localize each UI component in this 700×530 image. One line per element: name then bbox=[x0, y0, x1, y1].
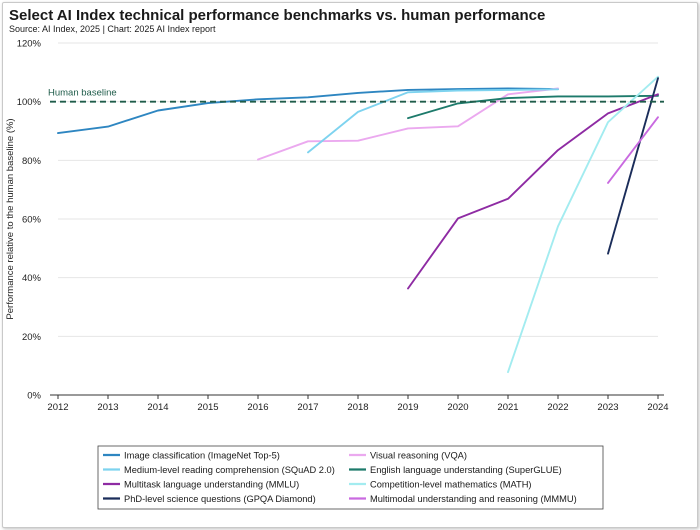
y-tick-label: 40% bbox=[22, 273, 42, 284]
x-tick-label: 2020 bbox=[447, 402, 468, 413]
x-tick-label: 2019 bbox=[397, 402, 418, 413]
legend-label: Multitask language understanding (MMLU) bbox=[124, 479, 299, 489]
y-tick-label: 0% bbox=[27, 391, 41, 402]
x-tick-label: 2015 bbox=[197, 402, 218, 413]
series-line bbox=[307, 88, 559, 154]
series-line bbox=[57, 87, 559, 135]
x-tick-label: 2014 bbox=[147, 402, 168, 413]
legend-item: English language understanding (SuperGLU… bbox=[349, 465, 562, 475]
y-axis-title: Performance relative to the human baseli… bbox=[5, 118, 16, 319]
chart-title: Select AI Index technical performance be… bbox=[9, 7, 546, 24]
legend-item: Competition-level mathematics (MATH) bbox=[349, 479, 532, 489]
x-tick-label: 2018 bbox=[347, 402, 368, 413]
x-tick-label: 2012 bbox=[47, 402, 68, 413]
x-tick-label: 2016 bbox=[247, 402, 268, 413]
legend-item: Medium-level reading comprehension (SQuA… bbox=[103, 465, 335, 475]
series-line bbox=[407, 93, 659, 290]
human-baseline-label: Human baseline bbox=[48, 88, 117, 99]
series-line bbox=[257, 87, 559, 161]
y-tick-label: 100% bbox=[17, 97, 42, 108]
x-tick-label: 2013 bbox=[97, 402, 118, 413]
x-tick-label: 2021 bbox=[497, 402, 518, 413]
legend-item: PhD-level science questions (GPQA Diamon… bbox=[103, 494, 316, 504]
y-tick-label: 20% bbox=[22, 332, 42, 343]
series-line bbox=[607, 77, 659, 255]
legend-label: Image classification (ImageNet Top-5) bbox=[124, 450, 280, 460]
legend-item: Multimodal understanding and reasoning (… bbox=[349, 494, 577, 504]
x-tick-label: 2017 bbox=[297, 402, 318, 413]
legend-label: Visual reasoning (VQA) bbox=[370, 450, 467, 460]
y-tick-label: 80% bbox=[22, 156, 42, 167]
legend-label: Competition-level mathematics (MATH) bbox=[370, 479, 532, 489]
legend-label: PhD-level science questions (GPQA Diamon… bbox=[124, 494, 316, 504]
legend-label: Medium-level reading comprehension (SQuA… bbox=[124, 465, 335, 475]
x-tick-label: 2024 bbox=[647, 402, 668, 413]
x-tick-label: 2022 bbox=[547, 402, 568, 413]
legend: Image classification (ImageNet Top-5) Vis… bbox=[97, 445, 604, 510]
series-line bbox=[507, 75, 659, 374]
y-tick-label: 60% bbox=[22, 215, 42, 226]
chart-source: Source: AI Index, 2025 | Chart: 2025 AI … bbox=[9, 24, 216, 34]
x-tick-label: 2023 bbox=[597, 402, 618, 413]
legend-item: Image classification (ImageNet Top-5) bbox=[103, 450, 280, 460]
series-line bbox=[607, 116, 659, 184]
legend-label: Multimodal understanding and reasoning (… bbox=[370, 494, 577, 504]
series-line bbox=[407, 94, 659, 120]
legend-item: Visual reasoning (VQA) bbox=[349, 450, 467, 460]
y-tick-label: 120% bbox=[17, 39, 42, 50]
legend-item: Multitask language understanding (MMLU) bbox=[103, 479, 299, 489]
legend-label: English language understanding (SuperGLU… bbox=[370, 465, 562, 475]
